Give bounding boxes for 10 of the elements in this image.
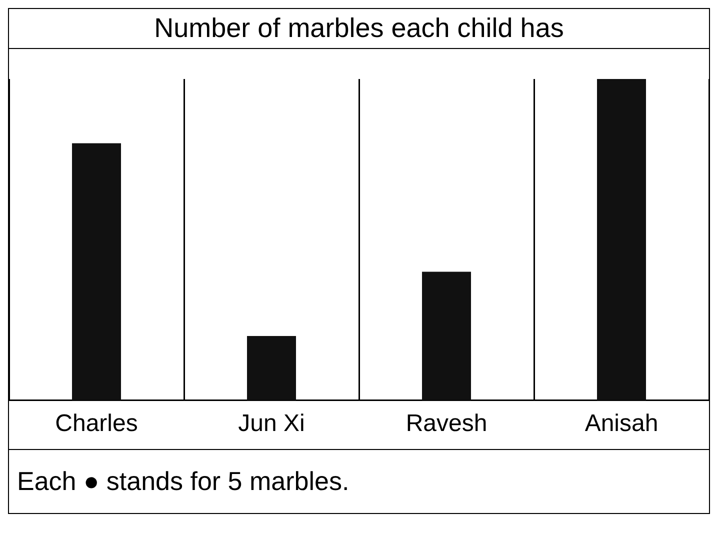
x-tick-label: Charles (55, 410, 138, 438)
bar (72, 143, 121, 400)
chart-title: Number of marbles each child has (9, 9, 709, 49)
bar (247, 336, 296, 400)
bar (422, 272, 471, 400)
text: Each ● stands for 5 marbles. (9, 449, 709, 513)
x-tick-label: Ravesh (406, 410, 488, 438)
x-tick-label: Jun Xi (238, 410, 305, 438)
bar (597, 79, 646, 400)
x-tick-label: Anisah (584, 410, 658, 438)
